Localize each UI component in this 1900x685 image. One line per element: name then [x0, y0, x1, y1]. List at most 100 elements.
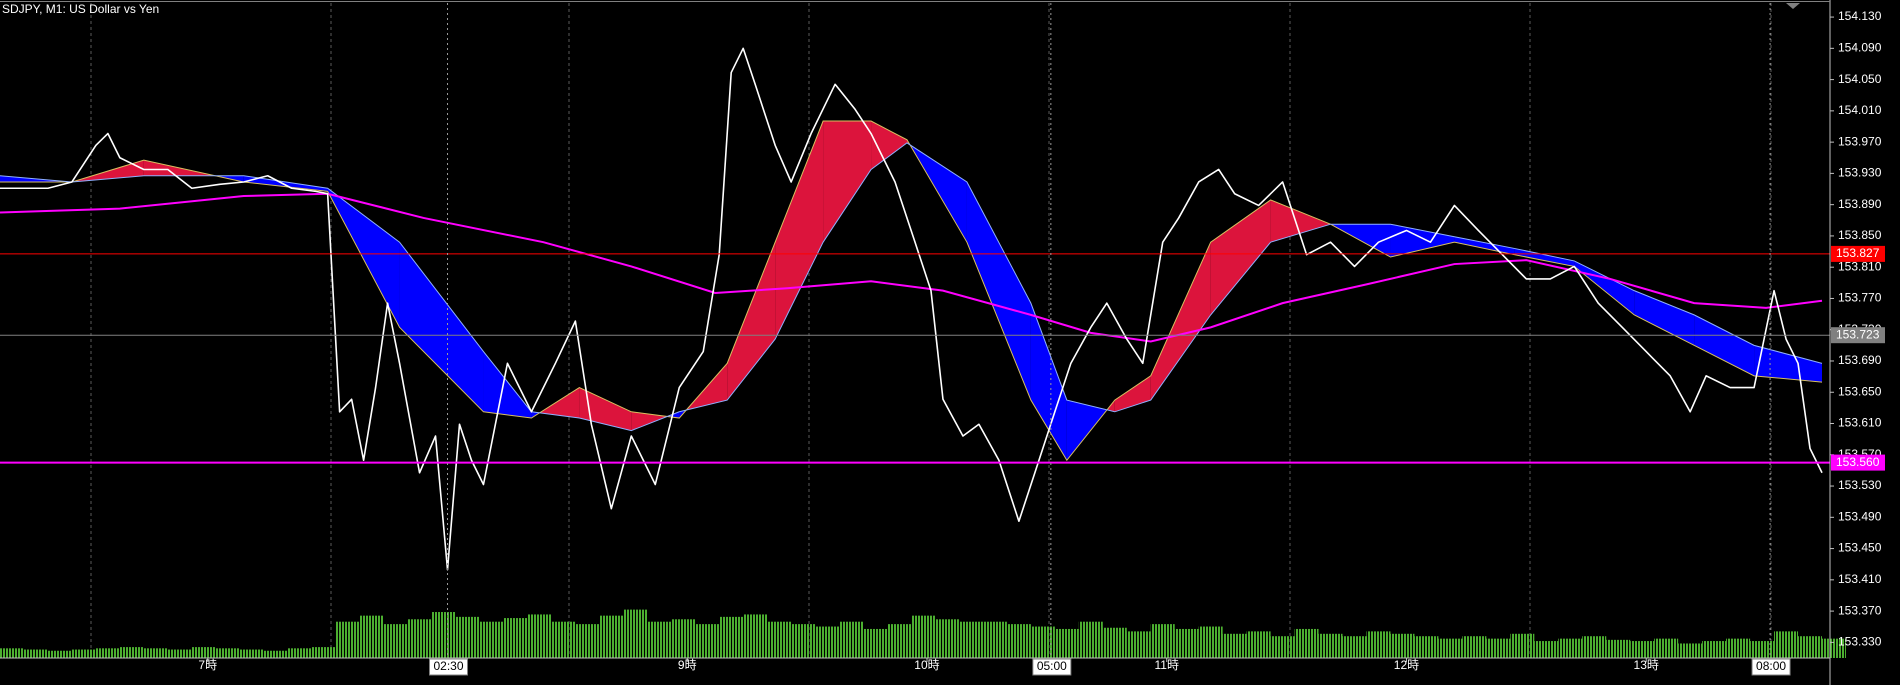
volume-bar [719, 616, 744, 658]
volume-bar [1030, 626, 1055, 658]
y-tick-label: 154.090 [1838, 41, 1882, 55]
y-tick-label: 153.530 [1838, 478, 1882, 492]
y-tick-label: 153.890 [1838, 197, 1882, 211]
volume-bar [527, 614, 552, 658]
volume-layer [0, 609, 1846, 658]
x-tick-label: 9時 [678, 658, 697, 672]
volume-bar [1342, 636, 1367, 658]
volume-bar [455, 616, 480, 658]
volume-bar [311, 647, 336, 658]
volume-bar [1198, 626, 1223, 658]
volume-bar [1486, 638, 1511, 658]
volume-bar [1438, 638, 1463, 658]
marker-label: 02:30 [433, 659, 463, 673]
volume-bar [0, 648, 24, 658]
level-label-box [1831, 327, 1885, 344]
level-label-box [1831, 245, 1885, 262]
cloud-fill [399, 242, 484, 412]
volume-bar [479, 621, 504, 658]
y-tick-label: 153.370 [1838, 603, 1882, 617]
shift-marker [1786, 3, 1800, 9]
volume-bar [383, 624, 408, 658]
volume-bar [1174, 628, 1199, 658]
volume-bar [1606, 639, 1631, 658]
volume-bar [1462, 636, 1487, 658]
volume-bar [791, 624, 816, 658]
volume-bar [1726, 638, 1751, 658]
volume-bar [1534, 641, 1559, 658]
y-tick-label: 153.930 [1838, 166, 1882, 180]
cloud-line-b [0, 142, 1823, 432]
volume-bar [335, 621, 360, 658]
volume-bar [239, 649, 264, 658]
volume-bar [1510, 633, 1535, 658]
y-tick-label: 153.410 [1838, 572, 1882, 586]
cloud-fill [1754, 345, 1823, 383]
cloud-fill [1210, 199, 1271, 315]
x-tick-label: 7時 [198, 658, 217, 672]
cloud-fill [483, 351, 532, 419]
volume-bar [1702, 641, 1727, 658]
x-tick-label: 12時 [1394, 658, 1419, 672]
volume-bar [1558, 638, 1583, 658]
volume-bar [359, 615, 384, 658]
y-tick-label: 153.770 [1838, 291, 1882, 305]
volume-bar [839, 621, 864, 658]
volume-bar [1822, 638, 1846, 658]
volume-bar [1270, 636, 1295, 658]
volume-bar [863, 628, 888, 658]
cloud-fill [243, 175, 328, 192]
marker-label-box [1032, 658, 1072, 676]
axis-layer: 154.130 154.090 154.050 154.010 153.970 153.9… [198, 9, 1885, 676]
cloud-fill [1634, 290, 1695, 346]
cloud-fill [775, 121, 824, 340]
volume-bar [1222, 633, 1247, 658]
y-tick-label: 153.690 [1838, 353, 1882, 367]
y-tick-label: 154.050 [1838, 72, 1882, 86]
price-line [0, 47, 1823, 571]
cloud-fill [1270, 199, 1331, 243]
volume-bar [1654, 638, 1679, 658]
volume-bar [1318, 633, 1343, 658]
marker-label-box [429, 658, 469, 676]
cloud-fill [1514, 248, 1575, 267]
marker-label-box [1751, 658, 1791, 676]
volume-bar [95, 648, 120, 658]
volume-bar [1078, 621, 1103, 658]
volume-bar [143, 648, 168, 658]
y-tick-label: 153.450 [1838, 541, 1882, 555]
level-label-box [1831, 454, 1885, 471]
volume-bar [215, 648, 240, 658]
cloud-fill [823, 121, 872, 243]
volume-bar [743, 614, 768, 658]
cloud-fill [727, 242, 776, 401]
cloud-fill [579, 387, 632, 431]
volume-bar [623, 609, 648, 658]
volume-bar [1102, 627, 1127, 658]
volume-bar [575, 624, 600, 658]
volume-bar [958, 621, 983, 658]
volume-bar [1630, 641, 1655, 658]
volume-bar [671, 619, 696, 658]
overlay-layer [0, 3, 1830, 658]
volume-bar [167, 649, 192, 658]
cloud-fill [1454, 236, 1515, 255]
cloud-fill [871, 121, 908, 170]
level-label: 153.827 [1836, 246, 1880, 260]
volume-bar [1006, 624, 1031, 658]
y-tick-label: 154.010 [1838, 103, 1882, 117]
cloud-fill [1150, 242, 1211, 401]
volume-bar [647, 621, 672, 658]
cloud-fill [539, 387, 580, 419]
volume-bar [287, 648, 312, 658]
volume-bar [551, 621, 576, 658]
level-label: 153.723 [1836, 327, 1880, 341]
x-tick-label: 13時 [1634, 658, 1659, 672]
volume-bar [934, 619, 959, 658]
y-tick-label: 153.330 [1838, 635, 1882, 649]
moving-average [0, 192, 1823, 343]
